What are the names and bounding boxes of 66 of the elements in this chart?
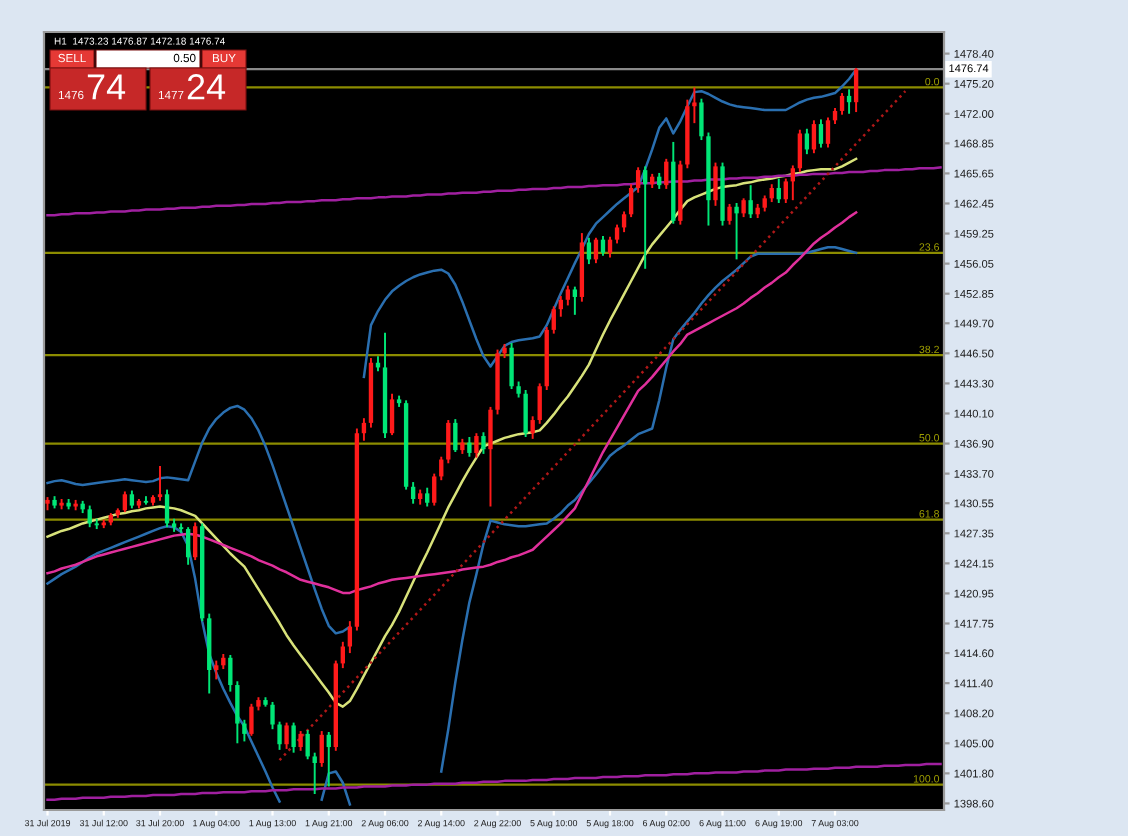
candlestick (122, 490, 128, 514)
candlestick (185, 526, 191, 566)
line-series (46, 166, 942, 217)
candlestick (797, 128, 803, 173)
candlestick (572, 285, 578, 316)
candlestick (804, 127, 810, 156)
candlestick (727, 202, 732, 226)
candlestick (600, 234, 606, 257)
candlestick (586, 236, 592, 266)
candlestick (551, 305, 556, 335)
candlestick (249, 702, 254, 737)
candlestick (157, 465, 163, 502)
candlestick (530, 415, 535, 440)
candlestick (298, 730, 303, 752)
candlestick (839, 92, 845, 116)
candlestick (425, 486, 430, 508)
candlestick (432, 472, 437, 507)
candlestick (319, 730, 324, 768)
candlestick (628, 183, 634, 219)
candlestick (305, 729, 310, 761)
candlestick (565, 284, 571, 307)
candlestick (481, 431, 486, 455)
candlestick (474, 432, 479, 459)
candlestick (446, 419, 451, 465)
candlestick (748, 184, 753, 220)
candlestick (614, 223, 620, 245)
candlestick (488, 405, 493, 508)
candlestick (790, 164, 796, 202)
candlestick (164, 488, 170, 529)
candlestick (642, 165, 648, 270)
candlestick (783, 177, 788, 204)
annotation: 24 (187, 74, 226, 100)
line-series (46, 157, 858, 708)
candlestick (347, 620, 353, 655)
candlestick (389, 392, 395, 437)
candlestick (734, 202, 739, 261)
candlestick (621, 210, 627, 234)
candlestick (277, 720, 282, 751)
candlestick (635, 166, 641, 194)
annotation: 74 (87, 74, 126, 100)
candlestick (825, 116, 831, 149)
candlestick (537, 382, 542, 425)
candlestick (853, 67, 859, 114)
candlestick (607, 235, 613, 259)
candlestick (664, 157, 669, 190)
candlestick (410, 481, 416, 505)
candlestick (467, 436, 472, 458)
candlestick (509, 342, 514, 391)
candlestick (741, 197, 746, 219)
candlestick (312, 751, 317, 795)
candlestick (713, 161, 718, 207)
candlestick (776, 177, 781, 204)
line-series (46, 211, 858, 595)
candlestick (87, 504, 92, 529)
candlestick (270, 700, 275, 731)
candlestick (326, 731, 331, 788)
candlestick (214, 659, 219, 681)
candlestick (523, 389, 528, 438)
candlestick (192, 521, 198, 562)
candlestick (811, 119, 817, 155)
candlestick (291, 721, 296, 754)
candlestick (453, 418, 458, 453)
line-series (278, 89, 907, 762)
line-series (46, 762, 942, 801)
candlestick (818, 118, 824, 149)
candlestick (284, 721, 289, 750)
